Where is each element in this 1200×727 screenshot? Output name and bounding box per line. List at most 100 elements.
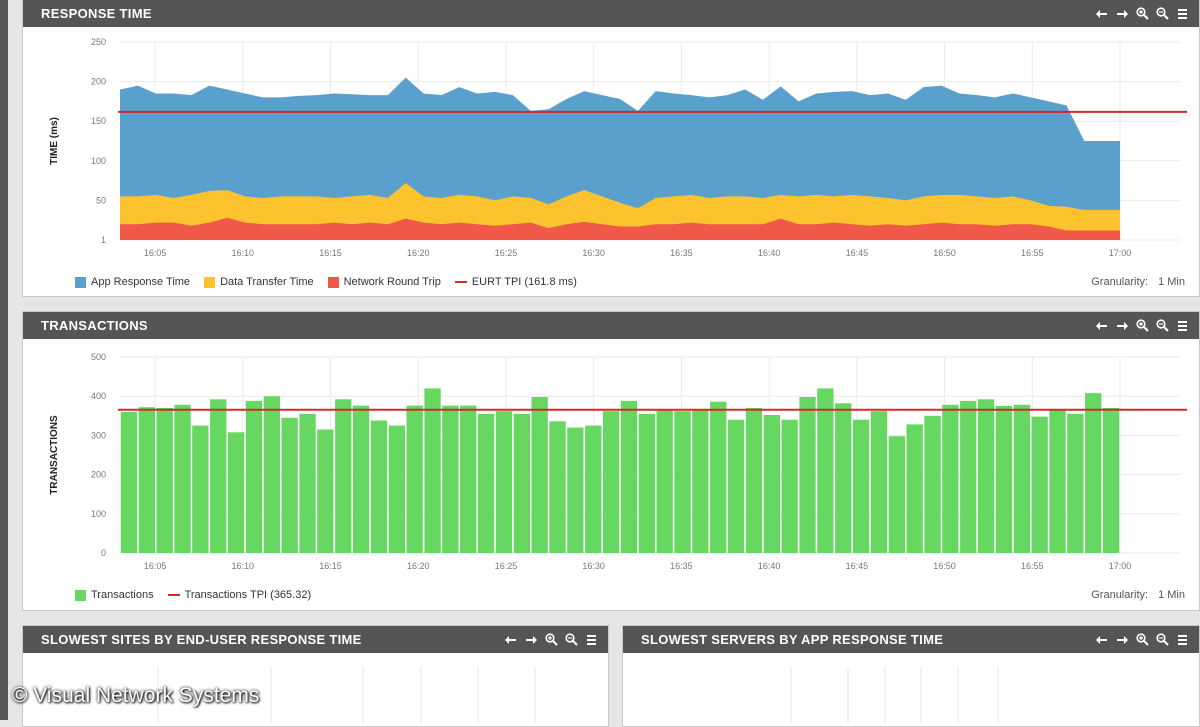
transaction-bar	[156, 408, 173, 553]
transaction-bar	[888, 436, 905, 553]
legend-item-network[interactable]: Network Round Trip	[327, 276, 441, 288]
transaction-bar	[781, 419, 798, 553]
slowest-servers-panel: SLOWEST SERVERS BY APP RESPONSE TIME	[622, 625, 1200, 727]
menu-icon[interactable]	[1175, 7, 1189, 21]
zoom-out-icon[interactable]	[1155, 7, 1169, 21]
y-axis-title: TRANSACTIONS	[49, 415, 60, 495]
arrow-right-icon[interactable]	[1115, 7, 1129, 21]
x-tick-label: 16:45	[846, 561, 869, 571]
zoom-out-icon[interactable]	[1155, 633, 1169, 647]
y-tick-label: 100	[91, 509, 106, 519]
arrow-right-icon[interactable]	[1115, 319, 1129, 333]
transaction-bar	[1049, 409, 1066, 553]
zoom-out-icon[interactable]	[564, 633, 578, 647]
x-tick-label: 17:00	[1109, 561, 1132, 571]
transactions-header: TRANSACTIONS	[23, 312, 1199, 339]
granularity: Granularity: 1 Min	[1081, 276, 1185, 288]
x-tick-label: 16:25	[495, 561, 518, 571]
legend-label: Data Transfer Time	[220, 276, 314, 288]
x-tick-label: 16:35	[670, 561, 693, 571]
x-tick-label: 16:05	[144, 561, 167, 571]
legend-item-tpi[interactable]: Transactions TPI (365.32)	[167, 589, 311, 601]
transaction-bar	[852, 419, 870, 553]
menu-icon[interactable]	[1175, 633, 1189, 647]
transaction-bar	[745, 408, 763, 553]
x-tick-label: 16:45	[846, 248, 869, 258]
zoom-out-icon[interactable]	[1155, 319, 1169, 333]
transaction-bar	[960, 400, 977, 553]
transaction-bar	[174, 404, 191, 553]
left-edge-bar	[0, 0, 8, 720]
transaction-bar	[1067, 413, 1084, 553]
x-tick-label: 16:15	[319, 248, 342, 258]
panel-title: SLOWEST SERVERS BY APP RESPONSE TIME	[641, 632, 944, 647]
legend-item-app[interactable]: App Response Time	[75, 276, 190, 288]
y-tick-label: 150	[91, 116, 106, 126]
arrow-left-icon[interactable]	[1095, 7, 1109, 21]
legend-label: Network Round Trip	[343, 276, 441, 288]
panel-toolbar	[1095, 0, 1189, 27]
granularity-value[interactable]: 1 Min	[1158, 276, 1185, 288]
response-time-legend: App Response Time Data Transfer Time Net…	[75, 276, 577, 288]
x-tick-label: 16:30	[582, 248, 605, 258]
transaction-bar	[513, 413, 530, 553]
transaction-bar	[710, 401, 727, 553]
zoom-in-icon[interactable]	[1135, 7, 1149, 21]
transaction-bar	[1013, 404, 1030, 553]
transactions-panel: TRANSACTIONS 500 400 300 200 100 0 16:05 16:10 1…	[22, 311, 1200, 611]
transaction-bar	[942, 404, 959, 553]
legend-swatch	[75, 589, 86, 601]
legend-item-data[interactable]: Data Transfer Time	[204, 276, 314, 288]
zoom-in-icon[interactable]	[544, 633, 558, 647]
transaction-bar	[977, 399, 995, 553]
granularity-label: Granularity:	[1091, 276, 1149, 288]
response-time-chart: 250 200 150 100 50 1 16:05 16:10 16:15 16:20 16:25…	[49, 37, 1187, 258]
transaction-bar	[1102, 408, 1120, 553]
y-tick-label: 200	[91, 77, 106, 87]
transaction-bar	[549, 421, 566, 553]
x-tick-label: 16:35	[670, 248, 693, 258]
transaction-bar	[281, 417, 298, 553]
x-tick-label: 16:40	[758, 248, 781, 258]
legend-label: Transactions	[91, 589, 154, 601]
transaction-bar	[799, 397, 816, 553]
panel-toolbar	[1095, 312, 1189, 339]
arrow-right-icon[interactable]	[1115, 633, 1129, 647]
zoom-in-icon[interactable]	[1135, 633, 1149, 647]
y-tick-label: 250	[91, 37, 106, 47]
area-network-round-trip	[120, 217, 1120, 240]
transaction-bar	[460, 405, 477, 553]
arrow-left-icon[interactable]	[1095, 633, 1109, 647]
legend-swatch	[327, 276, 339, 288]
granularity-value[interactable]: 1 Min	[1158, 589, 1185, 601]
y-tick-label: 300	[91, 430, 106, 440]
legend-item-transactions[interactable]: Transactions	[75, 589, 154, 601]
transaction-bar	[995, 406, 1013, 553]
slowest-sites-gridlines	[157, 667, 536, 723]
transaction-bar	[924, 415, 941, 553]
transactions-chart: 500 400 300 200 100 0 16:05 16:10 16:15 16:20 16:2…	[49, 352, 1187, 571]
transaction-bar	[656, 409, 673, 553]
y-tick-label: 400	[91, 391, 106, 401]
transaction-bar	[477, 413, 495, 553]
x-tick-label: 16:10	[232, 561, 255, 571]
transaction-bar	[192, 425, 209, 553]
menu-icon[interactable]	[584, 633, 598, 647]
arrow-left-icon[interactable]	[1095, 319, 1109, 333]
transaction-bar	[567, 427, 584, 553]
legend-line	[454, 281, 467, 283]
x-tick-label: 16:55	[1021, 248, 1044, 258]
panel-toolbar	[1095, 626, 1189, 653]
transaction-bar	[817, 388, 834, 553]
zoom-in-icon[interactable]	[1135, 319, 1149, 333]
x-tick-label: 16:50	[933, 248, 956, 258]
slowest-sites-panel: SLOWEST SITES BY END-USER RESPONSE TIME	[22, 625, 609, 727]
transaction-bar	[263, 396, 280, 553]
watermark: © Visual Network Systems	[12, 684, 260, 707]
menu-icon[interactable]	[1175, 319, 1189, 333]
transaction-bar	[835, 403, 852, 553]
arrow-right-icon[interactable]	[524, 633, 538, 647]
legend-item-tpi[interactable]: EURT TPI (161.8 ms)	[454, 276, 577, 288]
arrow-left-icon[interactable]	[504, 633, 518, 647]
x-tick-label: 16:05	[144, 248, 167, 258]
